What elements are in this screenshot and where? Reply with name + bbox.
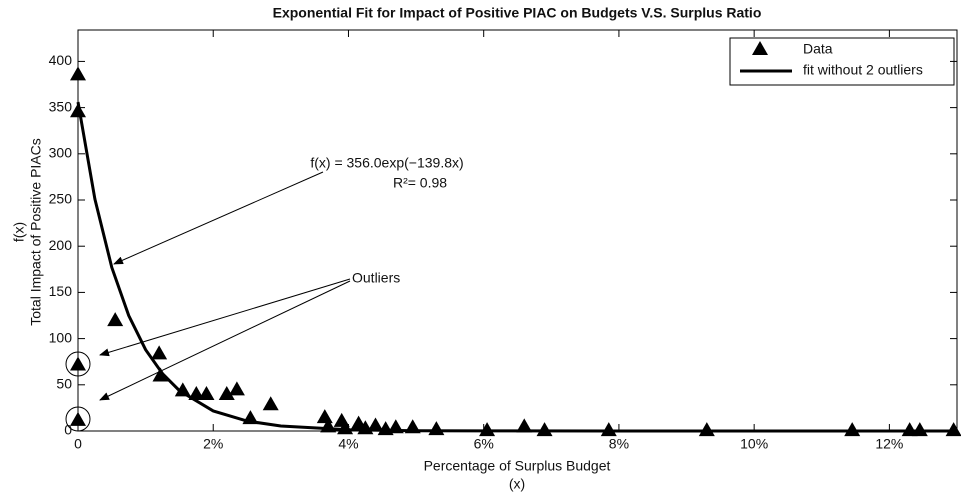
- y-tick-label: 350: [49, 98, 73, 114]
- legend-label: Data: [803, 41, 833, 57]
- data-point: [218, 386, 235, 401]
- x-axis-sublabel: (x): [509, 476, 525, 492]
- data-point: [70, 411, 86, 426]
- chart-title: Exponential Fit for Impact of Positive P…: [273, 5, 762, 21]
- x-tick-label: 10%: [740, 436, 768, 452]
- legend-box: [729, 37, 955, 86]
- data-point: [188, 386, 205, 401]
- data-point: [600, 422, 617, 437]
- data-point: [262, 396, 279, 411]
- data-point: [536, 422, 553, 437]
- data-point: [367, 417, 384, 432]
- data-point: [911, 422, 928, 437]
- y-axis-top-label: f(x): [11, 222, 27, 242]
- data-point: [698, 422, 715, 437]
- data-point: [945, 422, 961, 437]
- y-tick-label: 250: [49, 191, 73, 207]
- x-axis-label: Percentage of Surplus Budget: [424, 458, 611, 474]
- equation-annotation: f(x) = 356.0exp(−139.8x): [310, 155, 463, 171]
- data-point: [70, 66, 86, 81]
- data-point: [228, 381, 245, 396]
- data-point: [844, 422, 861, 437]
- legend-marker: [752, 41, 768, 55]
- y-tick-label: 400: [49, 52, 73, 68]
- x-tick-label: 8%: [609, 436, 629, 452]
- y-tick-label: 100: [49, 329, 73, 345]
- data-point: [198, 386, 215, 401]
- data-point: [107, 312, 124, 327]
- x-tick-label: 6%: [474, 436, 494, 452]
- x-tick-label: 4%: [338, 436, 358, 452]
- fit-line: [76, 101, 957, 433]
- data-point: [516, 418, 533, 433]
- legend-label: fit without 2 outliers: [803, 62, 923, 78]
- r-squared-annotation: R²= 0.98: [393, 175, 447, 191]
- plot-frame: [77, 29, 958, 432]
- y-tick-label: 0: [64, 422, 72, 438]
- data-point: [70, 356, 86, 371]
- legend: Data fit without 2 outliers: [729, 37, 955, 86]
- data-point: [901, 422, 918, 437]
- data-point: [428, 421, 445, 436]
- data-point: [479, 422, 496, 437]
- y-tick-label: 200: [49, 237, 73, 253]
- y-axis-label: Total Impact of Positive PIACs: [28, 138, 44, 326]
- data-point: [152, 367, 169, 382]
- data-point: [151, 345, 168, 360]
- arrow: [113, 171, 324, 265]
- outlier-circle: [65, 351, 91, 377]
- data-point: [174, 382, 191, 397]
- outliers-annotation: Outliers: [352, 270, 400, 286]
- data-point: [316, 409, 333, 424]
- x-tick-label: 2%: [203, 436, 223, 452]
- arrow: [99, 280, 351, 401]
- y-tick-label: 150: [49, 283, 73, 299]
- y-tick-label: 50: [56, 376, 72, 392]
- arrow: [99, 278, 351, 357]
- x-tick-label: 12%: [875, 436, 903, 452]
- y-tick-label: 300: [49, 145, 73, 161]
- x-tick-label: 0: [74, 436, 82, 452]
